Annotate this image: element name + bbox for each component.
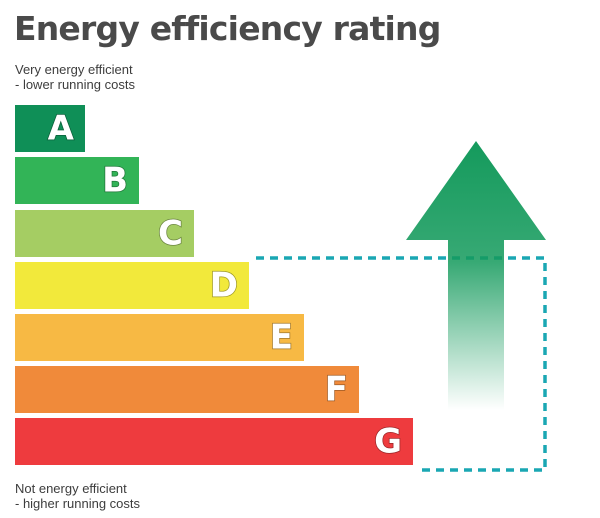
- efficient-caption-line2: - lower running costs: [15, 77, 135, 92]
- rating-band-f: F: [15, 366, 359, 413]
- inefficient-caption-line1: Not energy efficient: [15, 481, 127, 496]
- band-letter-f: F: [324, 368, 349, 409]
- band-letter-a: A: [47, 107, 75, 148]
- rating-band-c: C: [15, 210, 194, 257]
- band-letter-d: D: [209, 264, 239, 305]
- efficient-caption-line1: Very energy efficient: [15, 62, 133, 77]
- page-title: Energy efficiency rating: [14, 9, 441, 48]
- rating-band-a: A: [15, 105, 85, 152]
- inefficient-caption-line2: - higher running costs: [15, 496, 141, 511]
- band-letter-e: E: [269, 316, 294, 357]
- inefficient-caption: Not energy efficient - higher running co…: [15, 481, 140, 511]
- rating-band-b: B: [15, 157, 139, 204]
- rating-band-g: G: [15, 418, 413, 465]
- rating-band-e: E: [15, 314, 304, 361]
- band-letter-g: G: [373, 420, 402, 461]
- efficient-caption: Very energy efficient - lower running co…: [15, 62, 135, 92]
- band-letter-c: C: [157, 212, 183, 253]
- up-arrow-icon: [406, 141, 546, 410]
- potential-rating-outline: [256, 256, 547, 472]
- rating-band-d: D: [15, 262, 249, 309]
- band-letter-b: B: [101, 159, 128, 200]
